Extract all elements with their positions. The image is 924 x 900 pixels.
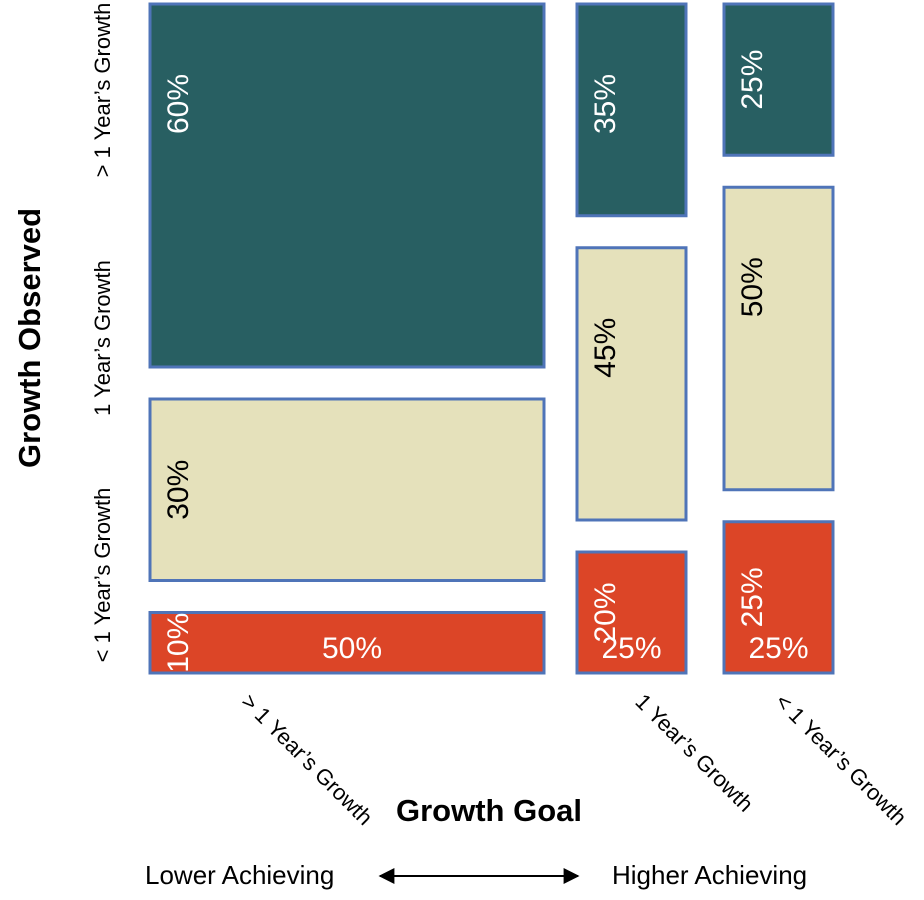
y-tick-at: 1 Year’s Growth [90,260,115,416]
column-share-above-goal: 50% [322,632,382,665]
tile-below-goal-observed-above [722,2,835,157]
tile-label-above-goal-observed-above: 60% [162,74,195,134]
tile-label-at-goal-observed-below: 20% [589,582,622,642]
tile-above-goal-observed-above [148,2,546,369]
tile-below-goal-observed-at [722,185,835,492]
mosaic-tiles [148,2,835,675]
tile-label-at-goal-observed-at: 45% [589,318,622,378]
tile-label-above-goal-observed-at: 30% [162,460,195,520]
x-tick-at: 1 Year’s Growth [630,689,758,817]
tile-label-above-goal-observed-below: 10% [162,613,195,673]
y-axis-title: Growth Observed [12,208,47,468]
x-tick-above: > 1 Year’s Growth [236,689,377,830]
column-share-below-goal: 25% [748,632,808,665]
column-share-labels: 50% 25% 25% [322,632,809,665]
tile-at-goal-observed-below [575,550,688,675]
x-tick-below: < 1 Year’s Growth [770,689,911,830]
tile-label-below-goal-observed-at: 50% [736,257,769,317]
x-axis-title: Growth Goal [396,793,582,828]
tile-label-below-goal-observed-below: 25% [736,567,769,627]
tile-above-goal-observed-at [148,397,546,582]
tile-above-goal-observed-below [148,611,546,675]
y-tick-below: < 1 Year’s Growth [90,488,115,663]
tile-below-goal-observed-below [722,520,835,675]
column-share-at-goal: 25% [601,632,661,665]
tile-label-below-goal-observed-above: 25% [736,50,769,110]
tile-labels: 60%30%10%35%45%20%25%50%25% [162,50,769,673]
footer-lower-achieving: Lower Achieving [145,860,334,890]
tile-at-goal-observed-at [575,246,688,522]
footer-higher-achieving: Higher Achieving [612,860,807,890]
tile-at-goal-observed-above [575,2,688,218]
y-tick-above: > 1 Year’s Growth [90,3,115,178]
tile-label-at-goal-observed-above: 35% [589,74,622,134]
